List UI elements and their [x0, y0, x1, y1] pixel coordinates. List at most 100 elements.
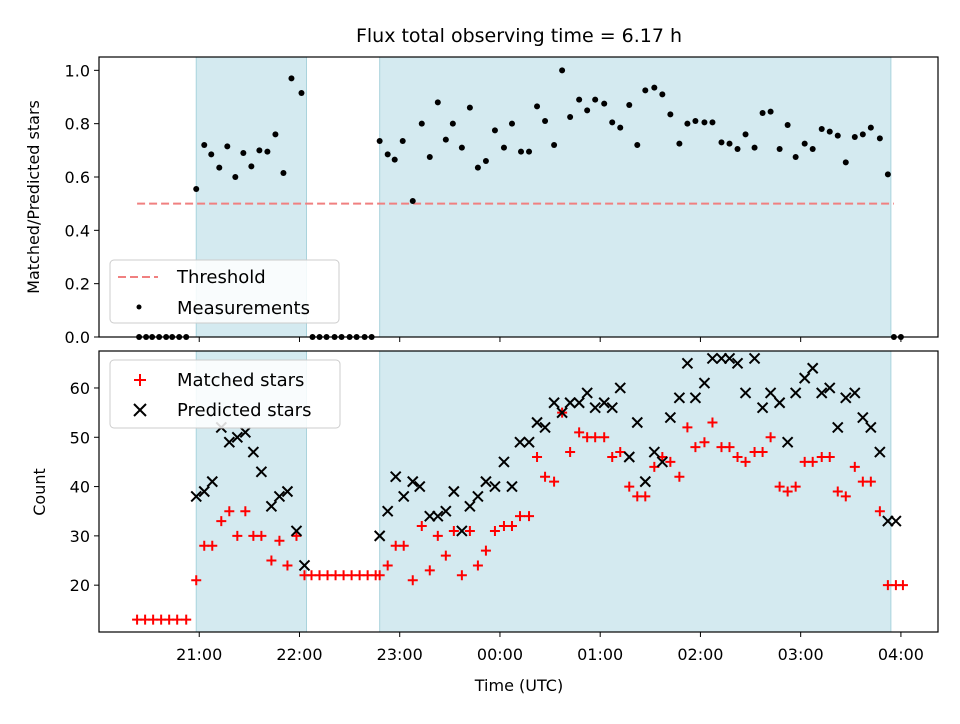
matched-stars-point — [232, 530, 243, 541]
measurement-point — [876, 135, 883, 142]
measurement-point — [298, 90, 305, 96]
predicted-stars-point — [589, 401, 601, 414]
predicted-stars-point — [781, 436, 794, 448]
matched-stars-point — [707, 417, 718, 428]
measurement-point — [376, 138, 383, 144]
measurement-point — [734, 146, 741, 152]
measurement-point — [482, 158, 489, 164]
measurement-point — [859, 131, 866, 138]
predicted-stars-point — [273, 490, 286, 503]
matched-stars-point — [464, 525, 475, 536]
measurement-point — [418, 120, 425, 127]
matched-stars-point — [599, 432, 610, 443]
observing-interval-shade — [379, 57, 891, 337]
measurement-point — [434, 99, 441, 106]
matched-stars-point — [732, 451, 743, 462]
measurement-point — [409, 198, 416, 204]
matched-stars-point — [398, 540, 409, 551]
y-tick-label: 50 — [70, 428, 90, 447]
predicted-stars-point — [648, 446, 661, 458]
predicted-stars-point — [381, 505, 394, 517]
predicted-stars-point — [723, 352, 736, 365]
measurement-point — [601, 100, 608, 107]
matched-stars-point — [515, 511, 526, 522]
predicted-stars-point — [290, 525, 303, 537]
chart-title: Flux total observing time = 6.17 h — [356, 25, 682, 47]
measurement-point — [224, 143, 231, 150]
measurement-point — [542, 118, 549, 124]
measurement-point — [759, 110, 766, 116]
matched-stars-point — [849, 461, 860, 472]
matched-stars-point — [699, 437, 710, 448]
measurement-point — [466, 104, 473, 111]
measurement-point — [256, 147, 263, 154]
measurement-point — [584, 107, 591, 114]
predicted-stars-point — [739, 387, 752, 399]
matched-stars-point — [874, 506, 885, 517]
predicted-stars-point — [673, 392, 686, 404]
predicted-stars-point — [731, 357, 744, 370]
matched-stars-point — [448, 525, 459, 536]
measurement-point — [288, 75, 295, 82]
matched-stars-point — [374, 570, 385, 581]
measurement-point — [726, 140, 733, 147]
matched-stars-point — [274, 535, 285, 546]
x-tick-label: 04:00 — [878, 645, 924, 664]
predicted-stars-point — [681, 357, 694, 370]
predicted-stars-point — [639, 475, 652, 488]
x-tick-label: 00:00 — [477, 645, 523, 664]
predicted-stars-point — [573, 397, 585, 409]
matched-stars-point — [682, 422, 693, 433]
predicted-stars-point — [432, 510, 444, 522]
predicted-stars-point — [523, 436, 535, 448]
matched-stars-point — [765, 432, 776, 443]
predicted-stars-point — [689, 392, 702, 404]
measurement-point — [659, 91, 666, 98]
measurement-point — [567, 114, 574, 120]
measurement-point — [232, 174, 239, 180]
predicted-stars-point — [539, 421, 551, 434]
predicted-stars-point — [764, 387, 777, 399]
predicted-stars-point — [223, 436, 236, 448]
legend-measurements-label: Measurements — [177, 298, 310, 319]
predicted-stars-point — [789, 387, 802, 399]
predicted-stars-point — [874, 446, 886, 458]
matched-stars-point — [640, 491, 651, 502]
legend-predicted-swatch — [133, 403, 147, 417]
measurement-point — [884, 171, 891, 178]
measurement-point — [442, 136, 449, 143]
predicted-stars-point — [556, 406, 568, 419]
measurement-point — [767, 108, 774, 115]
x-tick-label: 02:00 — [677, 645, 723, 664]
measurement-point — [617, 124, 624, 131]
matched-stars-point — [472, 560, 483, 571]
count-panel: 20 30 40 50 60 21:00 22:00 23:00 00:00 01:00 02:00… — [70, 350, 939, 664]
predicted-stars-point — [706, 352, 719, 365]
matched-stars-point — [790, 481, 801, 492]
y-axis-label-top: Matched/Predicted stars — [24, 100, 43, 294]
predicted-stars-point — [531, 416, 543, 429]
predicted-stars-point — [548, 397, 560, 409]
matched-stars-point — [291, 530, 302, 541]
predicted-stars-point — [756, 401, 769, 414]
matched-stars-point — [865, 476, 876, 487]
matched-stars-point — [607, 451, 618, 462]
measurement-point — [842, 159, 849, 166]
measurement-point — [458, 144, 465, 151]
predicted-stars-point — [206, 475, 218, 488]
y-tick-label: 30 — [70, 527, 90, 546]
predicted-stars-point — [606, 401, 618, 414]
axes-frame — [98, 350, 939, 633]
predicted-stars-point — [581, 387, 593, 399]
predicted-stars-point — [440, 505, 452, 517]
predicted-stars-point — [480, 475, 492, 488]
predicted-stars-point — [281, 485, 294, 498]
predicted-stars-point — [398, 490, 410, 503]
predicted-stars-point — [489, 480, 501, 493]
measurement-point — [474, 164, 481, 171]
measurement-point — [559, 67, 566, 74]
legend-matched-swatch — [134, 374, 146, 386]
y-tick-label: 60 — [70, 379, 90, 398]
x-tick-label: 22:00 — [276, 645, 322, 664]
legend-box — [109, 359, 341, 429]
